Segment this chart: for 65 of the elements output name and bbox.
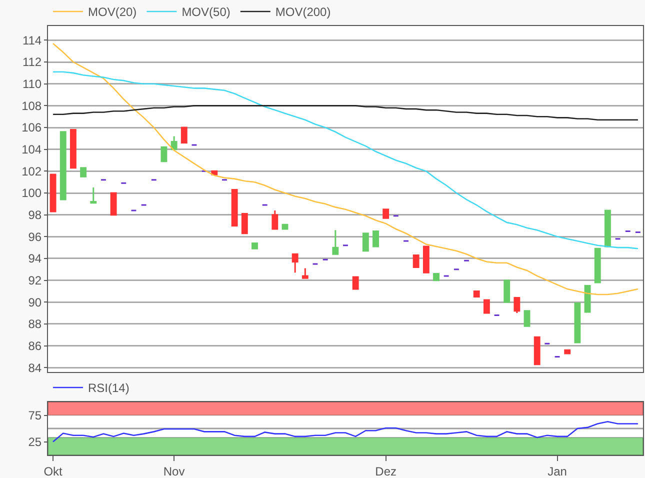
y-tick-label: 108 bbox=[22, 98, 42, 113]
candlestick bbox=[231, 188, 238, 226]
legend-label: MOV(20) bbox=[88, 5, 137, 20]
candlestick bbox=[534, 336, 540, 366]
candlestick bbox=[564, 349, 571, 354]
candlestick bbox=[70, 128, 76, 169]
y-tick-label: 102 bbox=[22, 164, 42, 178]
candlestick bbox=[372, 230, 379, 248]
y-tick-label: 100 bbox=[22, 186, 42, 200]
candlestick bbox=[422, 246, 430, 274]
candlestick bbox=[80, 167, 87, 178]
candlestick bbox=[110, 192, 117, 216]
candlestick bbox=[362, 232, 369, 252]
line-series bbox=[52, 42, 639, 296]
candlestick bbox=[60, 131, 66, 200]
candlestick bbox=[292, 253, 298, 274]
y-tick-label: 94 bbox=[28, 252, 42, 266]
x-tick-label: Jan bbox=[548, 464, 567, 478]
candlestick bbox=[584, 285, 591, 313]
candlestick bbox=[302, 268, 308, 279]
candlestick bbox=[241, 212, 248, 234]
candlestick bbox=[252, 242, 258, 250]
candlestick bbox=[574, 302, 581, 344]
candlestick bbox=[332, 229, 339, 255]
y-tick-label: 75 bbox=[28, 408, 42, 422]
line-series bbox=[52, 105, 639, 121]
x-tick-label: Dez bbox=[375, 464, 397, 478]
candlestick bbox=[170, 135, 178, 150]
candlestick bbox=[412, 254, 420, 268]
candlestick bbox=[160, 146, 168, 162]
line-series bbox=[52, 71, 639, 250]
y-tick-label: 86 bbox=[28, 339, 42, 353]
candlestick bbox=[514, 297, 520, 314]
legend-label: MOV(50) bbox=[182, 5, 230, 20]
y-tick-label: 106 bbox=[22, 120, 42, 135]
candlestick bbox=[524, 310, 530, 327]
y-tick-label: 92 bbox=[28, 274, 42, 288]
candlestick bbox=[352, 276, 359, 290]
legend-label: RSI(14) bbox=[88, 381, 130, 396]
candlestick bbox=[90, 186, 97, 204]
y-tick-label: 90 bbox=[28, 295, 42, 310]
candlestick bbox=[180, 126, 188, 144]
candlestick bbox=[504, 280, 510, 303]
x-tick-label: Okt bbox=[44, 464, 64, 478]
y-tick-label: 112 bbox=[22, 55, 42, 70]
candlestick bbox=[433, 273, 440, 282]
candlestick bbox=[272, 210, 278, 230]
y-tick-label: 96 bbox=[28, 230, 42, 244]
y-tick-label: 84 bbox=[28, 360, 42, 375]
y-tick-label: 98 bbox=[28, 208, 42, 222]
candlestick bbox=[594, 248, 601, 284]
y-tick-label: 114 bbox=[22, 33, 42, 48]
candlestick bbox=[382, 208, 390, 219]
candlestick bbox=[483, 299, 490, 314]
candlestick bbox=[50, 174, 56, 212]
candlestick bbox=[604, 210, 611, 248]
candlestick bbox=[473, 290, 480, 298]
y-tick-label: 104 bbox=[22, 142, 42, 157]
candlestick bbox=[282, 224, 288, 230]
legend-label: MOV(200) bbox=[275, 5, 331, 20]
y-tick-label: 25 bbox=[28, 434, 42, 449]
y-tick-label: 110 bbox=[22, 77, 42, 92]
line-series bbox=[52, 420, 639, 442]
y-tick-label: 88 bbox=[28, 317, 42, 332]
x-tick-label: Nov bbox=[163, 464, 185, 478]
